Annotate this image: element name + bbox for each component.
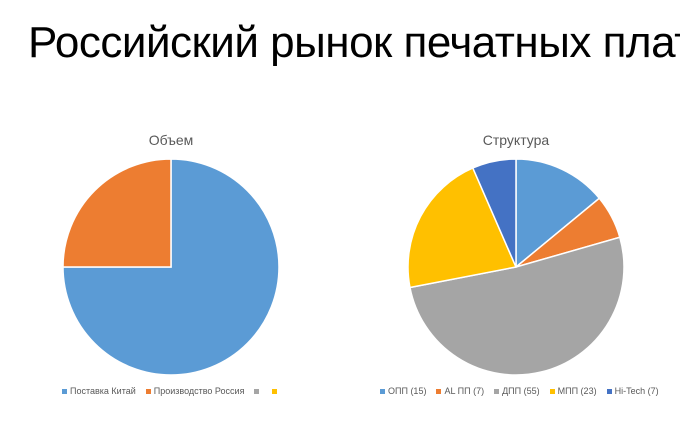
legend-swatch [254, 388, 260, 394]
legend-label: ДПП (55) [502, 386, 540, 396]
legend-item [254, 386, 262, 396]
pie-slice-1-4 [471, 158, 517, 268]
legend-swatch [380, 388, 385, 394]
legend-swatch [145, 388, 151, 394]
legend-label: МПП (23) [557, 386, 597, 396]
legend-swatch [272, 388, 278, 394]
legend-swatch [62, 388, 67, 394]
legend-label: ОПП (15) [388, 386, 427, 396]
legend-swatch [494, 388, 500, 394]
legend-swatch [436, 388, 442, 394]
legend-swatch [549, 388, 555, 394]
legend-label: Hi-Tech (7) [614, 386, 659, 396]
legend-item [272, 386, 280, 396]
legend-item: Поставка Китай [62, 386, 136, 396]
legend-item: ДПП (55) [494, 386, 540, 396]
pie-slice-1-3 [407, 167, 518, 289]
legend-item: AL ПП (7) [436, 386, 484, 396]
pie-slice-1-2 [409, 236, 625, 376]
slide-title: Российский рынок печатных плат [28, 18, 680, 67]
legend-item: Hi-Tech (7) [606, 386, 659, 396]
legend-volume: Поставка Китай Производство Россия [62, 386, 280, 396]
legend-swatch [606, 388, 612, 394]
legend-item: Производство Россия [145, 386, 245, 396]
legend-item: МПП (23) [549, 386, 597, 396]
pie-slice-1-0 [515, 158, 601, 269]
legend-structure: ОПП (15) AL ПП (7) ДПП (55) МПП (23) Hi-Tech… [380, 386, 659, 396]
chart-title-structure: Структура [482, 132, 550, 148]
pie-slice-0-0 [62, 158, 280, 376]
pie-slice-0-1 [62, 158, 172, 268]
legend-item: ОПП (15) [380, 386, 426, 396]
chart-title-volume: Объем [148, 132, 194, 148]
legend-label: AL ПП (7) [444, 386, 485, 396]
legend-label: Производство Россия [153, 386, 245, 396]
legend-label: Поставка Китай [70, 386, 136, 396]
